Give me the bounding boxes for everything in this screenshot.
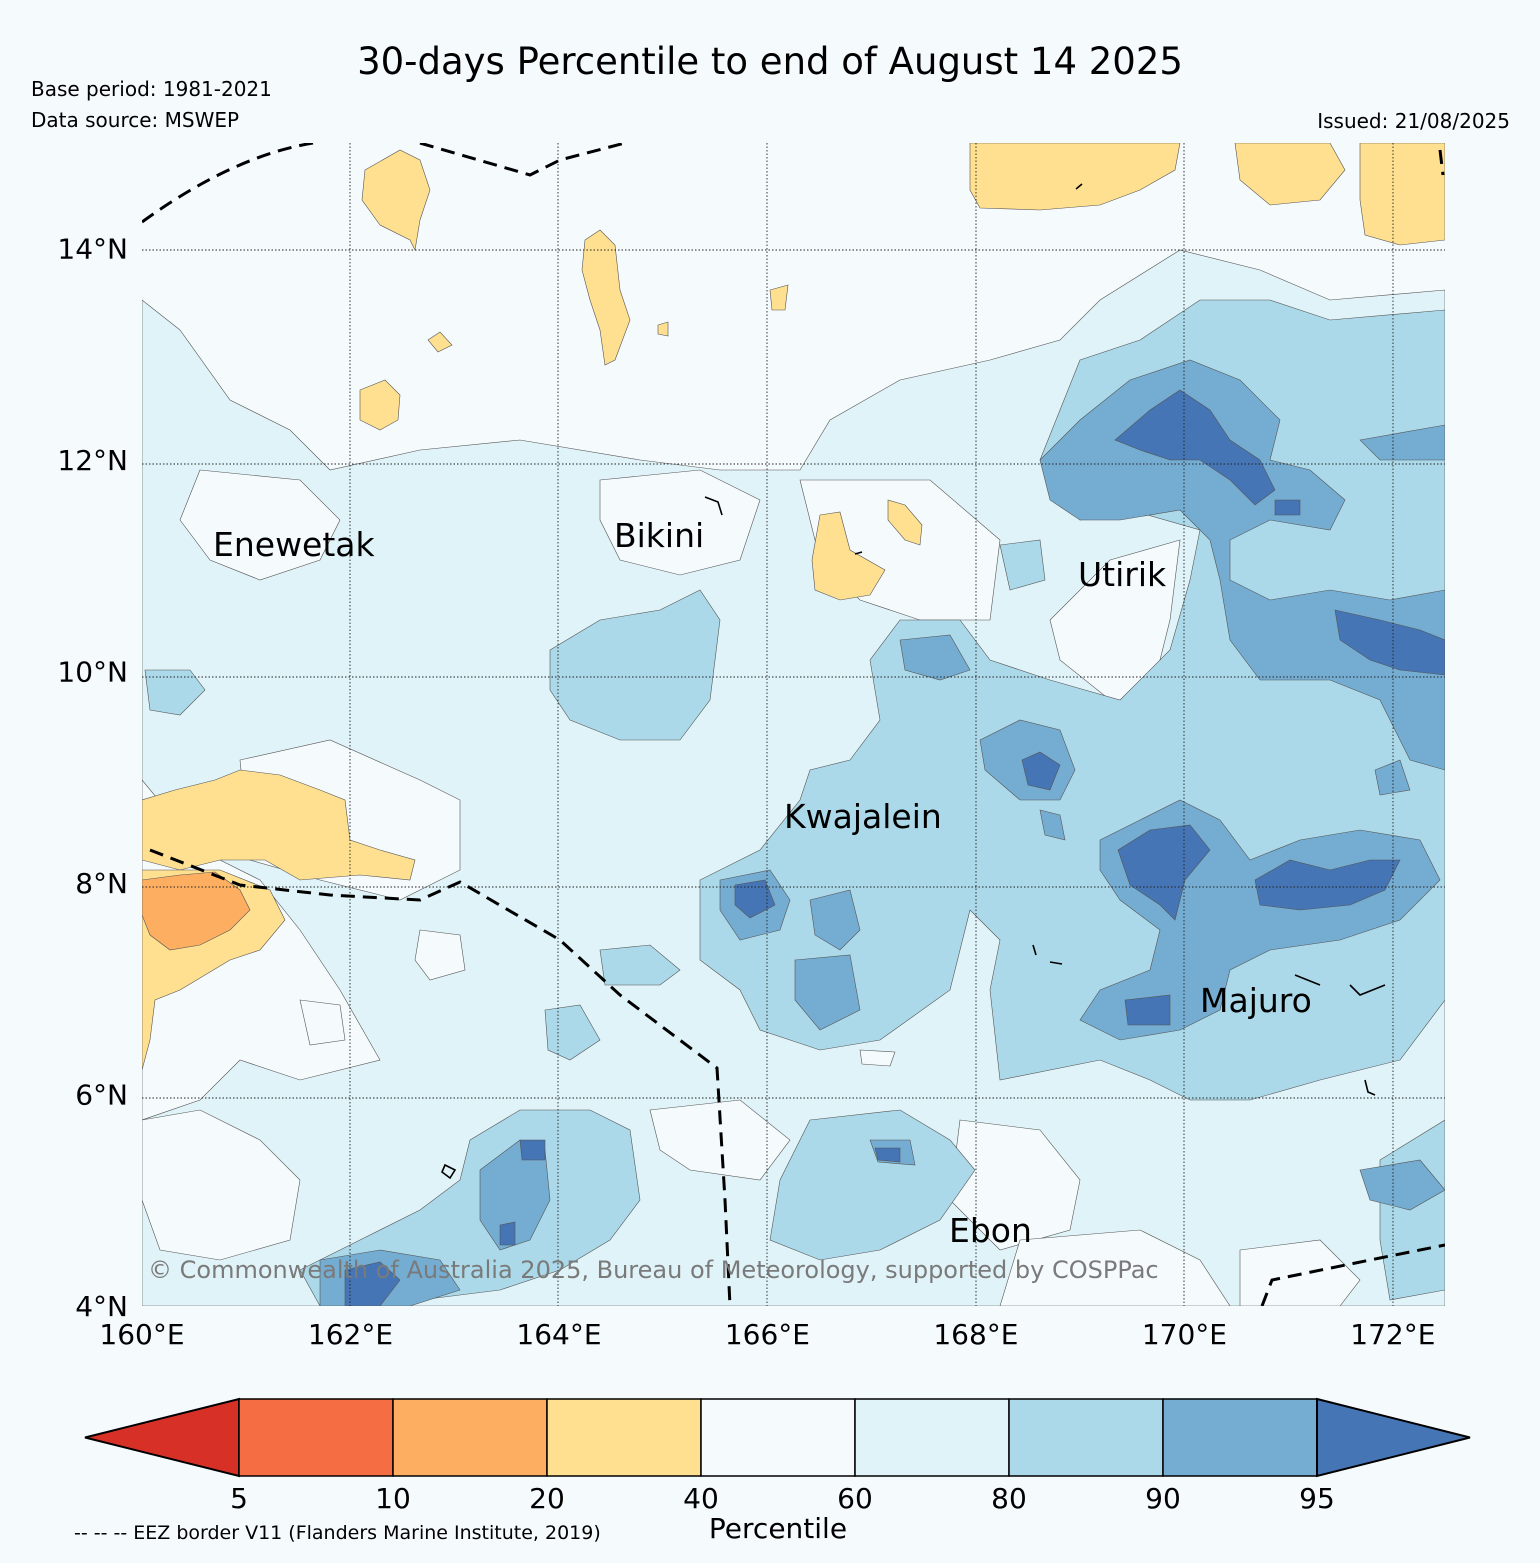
longitude-labels: 160°E 162°E 164°E 166°E 168°E 170°E 172°E <box>99 1318 1435 1351</box>
latitude-tick-label: 4°N <box>75 1290 128 1323</box>
longitude-tick-label: 160°E <box>99 1318 184 1351</box>
coastlines <box>441 183 1386 1180</box>
place-label-ebon: Ebon <box>949 1211 1032 1250</box>
colorbar-tick-label: 40 <box>683 1482 719 1515</box>
latitude-tick-label: 10°N <box>57 656 128 689</box>
colorbar-cell <box>1162 1398 1318 1477</box>
copyright-text: © Commonwealth of Australia 2025, Bureau… <box>148 1256 1159 1284</box>
data-source-text: Data source: MSWEP <box>31 108 240 132</box>
colorbar-cell <box>238 1398 394 1477</box>
issued-date-text: Issued: 21/08/2025 <box>1317 109 1510 133</box>
base-period-text: Base period: 1981-2021 <box>31 77 272 101</box>
longitude-tick-label: 168°E <box>933 1318 1018 1351</box>
eez-border <box>142 143 1445 1306</box>
colorbar-tick-label: 95 <box>1299 1482 1335 1515</box>
latitude-tick-label: 6°N <box>75 1079 128 1112</box>
band-10-20 <box>142 871 251 951</box>
colorbar-tick-label: 10 <box>375 1482 411 1515</box>
colorbar-ticks: 5 10 20 40 60 80 90 95 <box>230 1482 1335 1515</box>
longitude-tick-label: 166°E <box>725 1318 810 1351</box>
longitude-tick-label: 162°E <box>308 1318 393 1351</box>
latitude-tick-label: 12°N <box>57 444 128 477</box>
colorbar-cell <box>392 1398 548 1477</box>
colorbar-cell <box>700 1398 856 1477</box>
colorbar-cells <box>84 1397 1471 1478</box>
band-above-95 <box>344 389 1445 1306</box>
longitude-tick-label: 170°E <box>1142 1318 1227 1351</box>
colorbar-tick-label: 90 <box>1145 1482 1181 1515</box>
eez-border-note: -- -- -- EEZ border V11 (Flanders Marine… <box>74 1522 601 1544</box>
place-label-bikini: Bikini <box>614 516 704 555</box>
percentile-map: 4°N 6°N 8°N 10°N 12°N 14°N 160°E 162°E 164°E 166… <box>57 143 1445 1351</box>
longitude-tick-label: 164°E <box>516 1318 601 1351</box>
place-label-enewetak: Enewetak <box>213 525 376 564</box>
colorbar-tick-label: 60 <box>837 1482 873 1515</box>
latitude-tick-label: 8°N <box>75 867 128 900</box>
place-label-utirik: Utirik <box>1078 555 1167 594</box>
colorbar-cell <box>546 1398 702 1477</box>
place-label-kwajalein: Kwajalein <box>784 797 942 836</box>
grid-lines <box>142 143 1445 1306</box>
colorbar-cell <box>1008 1398 1164 1477</box>
map-title: 30-days Percentile to end of August 14 2… <box>357 40 1183 83</box>
colorbar-tick-label: 5 <box>230 1482 248 1515</box>
latitude-labels: 4°N 6°N 8°N 10°N 12°N 14°N <box>57 233 128 1323</box>
colorbar-tick-label: 20 <box>529 1482 565 1515</box>
colorbar-extend-high <box>1316 1397 1471 1478</box>
colorbar-cell <box>854 1398 1010 1477</box>
latitude-tick-label: 14°N <box>57 233 128 266</box>
colorbar-label: Percentile <box>709 1512 847 1545</box>
colorbar-extend-low <box>84 1397 240 1478</box>
colorbar-tick-label: 80 <box>991 1482 1027 1515</box>
place-label-majuro: Majuro <box>1200 981 1312 1020</box>
longitude-tick-label: 172°E <box>1350 1318 1435 1351</box>
